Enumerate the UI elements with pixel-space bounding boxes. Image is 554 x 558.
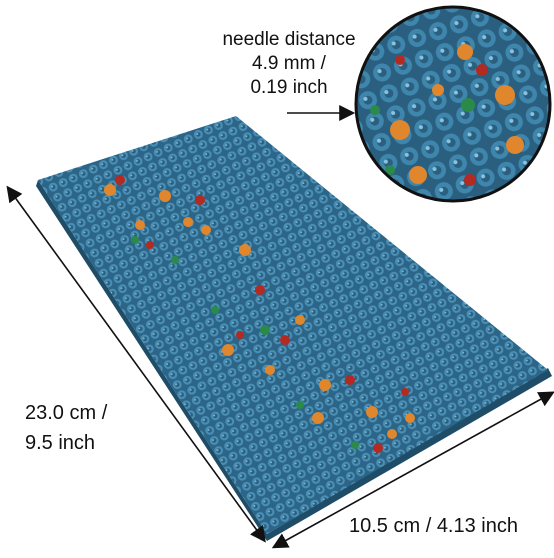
needle-distance-mm: 4.9 mm / <box>252 53 326 74</box>
height-inch: 9.5 inch <box>25 432 96 454</box>
width-dimension-line <box>271 391 554 549</box>
needle-distance-title: needle distance <box>222 29 356 50</box>
height-dimension-line <box>6 185 266 543</box>
width-label: 10.5 cm / 4.13 inch <box>349 515 518 537</box>
needle-distance-inch: 0.19 inch <box>250 77 328 98</box>
height-label: 23.0 cm / 9.5 inch <box>25 398 107 458</box>
needle-distance-label: needle distance 4.9 mm / 0.19 inch <box>216 28 362 100</box>
zoom-detail-circle <box>354 5 552 203</box>
height-cm: 23.0 cm / <box>25 402 108 424</box>
